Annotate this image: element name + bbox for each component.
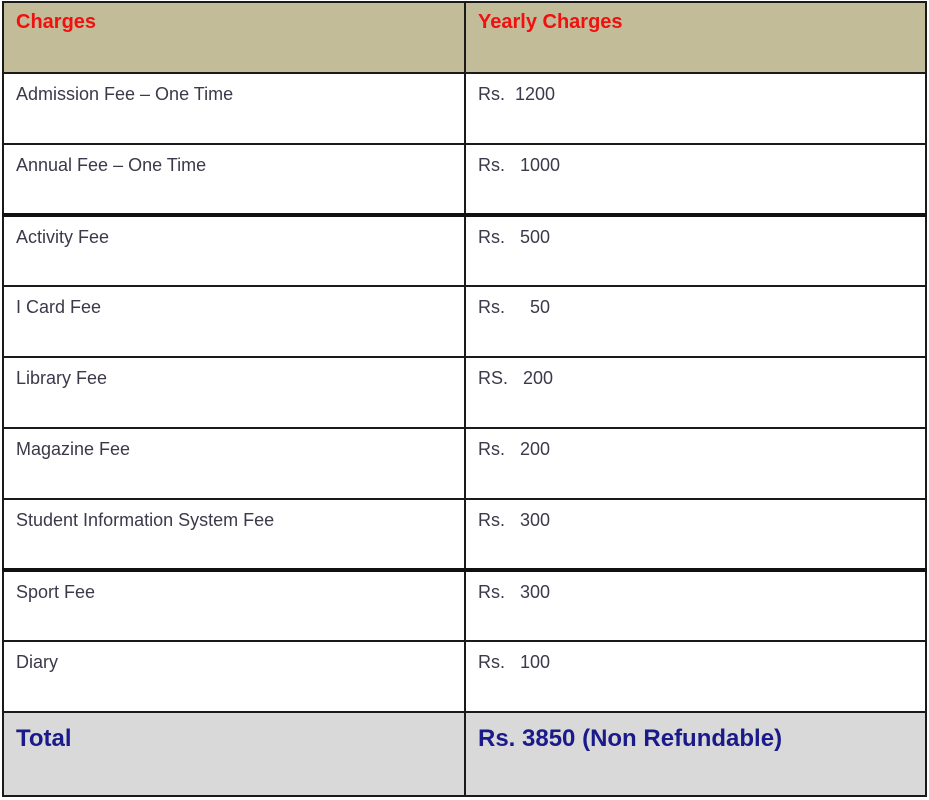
table-row: Student Information System Fee Rs. 300 xyxy=(2,498,927,571)
fee-amount: RS. 200 xyxy=(464,356,927,429)
header-yearly-charges: Yearly Charges xyxy=(464,1,927,74)
fee-amount: Rs. 100 xyxy=(464,640,927,713)
table-row: Magazine Fee Rs. 200 xyxy=(2,427,927,500)
fee-amount: Rs. 1200 xyxy=(464,72,927,145)
total-amount: Rs. 3850 (Non Refundable) xyxy=(464,711,927,797)
fee-amount: Rs. 1000 xyxy=(464,143,927,216)
fee-name: Library Fee xyxy=(2,356,466,429)
total-label: Total xyxy=(2,711,466,797)
fee-name: Activity Fee xyxy=(2,213,466,287)
fee-amount: Rs. 200 xyxy=(464,427,927,500)
fee-name: I Card Fee xyxy=(2,285,466,358)
table-row: Sport Fee Rs. 300 xyxy=(2,568,927,642)
fee-name: Student Information System Fee xyxy=(2,498,466,571)
header-charges: Charges xyxy=(2,1,466,74)
fee-amount: Rs. 300 xyxy=(464,498,927,571)
table-row: I Card Fee Rs. 50 xyxy=(2,285,927,358)
fee-amount: Rs. 500 xyxy=(464,213,927,287)
table-row: Activity Fee Rs. 500 xyxy=(2,213,927,287)
table-row: Admission Fee – One Time Rs. 1200 xyxy=(2,72,927,145)
table-row: Diary Rs. 100 xyxy=(2,640,927,713)
fee-name: Magazine Fee xyxy=(2,427,466,500)
table-row: Library Fee RS. 200 xyxy=(2,356,927,429)
fee-name: Annual Fee – One Time xyxy=(2,143,466,216)
table-header-row: Charges Yearly Charges xyxy=(2,1,927,74)
fee-amount: Rs. 50 xyxy=(464,285,927,358)
fee-amount: Rs. 300 xyxy=(464,568,927,642)
fee-name: Sport Fee xyxy=(2,568,466,642)
total-row: Total Rs. 3850 (Non Refundable) xyxy=(2,711,927,797)
fee-name: Diary xyxy=(2,640,466,713)
table-row: Annual Fee – One Time Rs. 1000 xyxy=(2,143,927,216)
fee-name: Admission Fee – One Time xyxy=(2,72,466,145)
